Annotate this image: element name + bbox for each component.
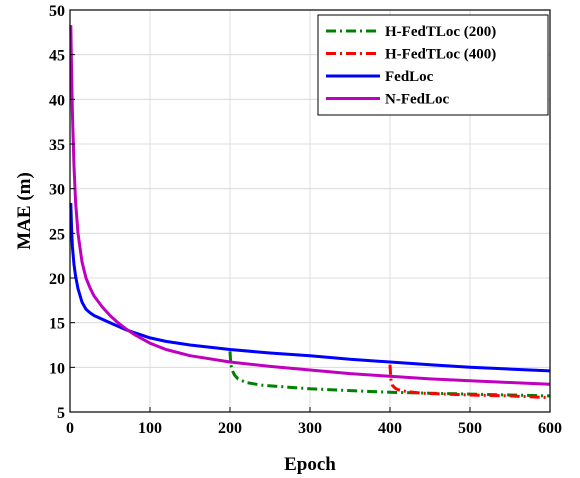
x-tick-label: 300: [298, 420, 322, 437]
y-tick-label: 15: [49, 316, 65, 333]
x-tick-label: 200: [218, 420, 242, 437]
tick-labels: 0 100 200 300 400 500 600 5 10 15 20 25 30 35 40 45 50: [49, 3, 562, 437]
y-tick-label: 45: [49, 48, 65, 65]
x-tick-label: 0: [66, 420, 74, 437]
legend-label: N-FedLoc: [385, 92, 449, 108]
y-tick-label: 25: [49, 226, 65, 243]
y-tick-label: 5: [57, 405, 65, 422]
x-tick-label: 500: [458, 420, 482, 437]
y-tick-label: 30: [49, 182, 65, 199]
legend-label: H-FedTLoc (400): [385, 47, 496, 63]
legend: H-FedTLoc (200) H-FedTLoc (400) FedLoc N-Fe…: [317, 14, 549, 116]
x-axis-label: Epoch: [284, 454, 336, 475]
x-tick-label: 400: [378, 420, 402, 437]
legend-label: FedLoc: [385, 69, 434, 85]
legend-label: H-FedTLoc (200): [385, 24, 496, 40]
x-tick-label: 600: [538, 420, 562, 437]
y-tick-label: 20: [49, 271, 65, 288]
y-axis-label: MAE (m): [14, 172, 35, 250]
y-tick-label: 50: [49, 3, 65, 20]
series-lines: [69, 25, 551, 400]
y-tick-label: 35: [49, 137, 65, 154]
y-tick-label: 10: [49, 360, 65, 377]
series-line-4: [69, 25, 551, 386]
y-tick-label: 40: [49, 92, 65, 109]
x-tick-label: 100: [138, 420, 162, 437]
